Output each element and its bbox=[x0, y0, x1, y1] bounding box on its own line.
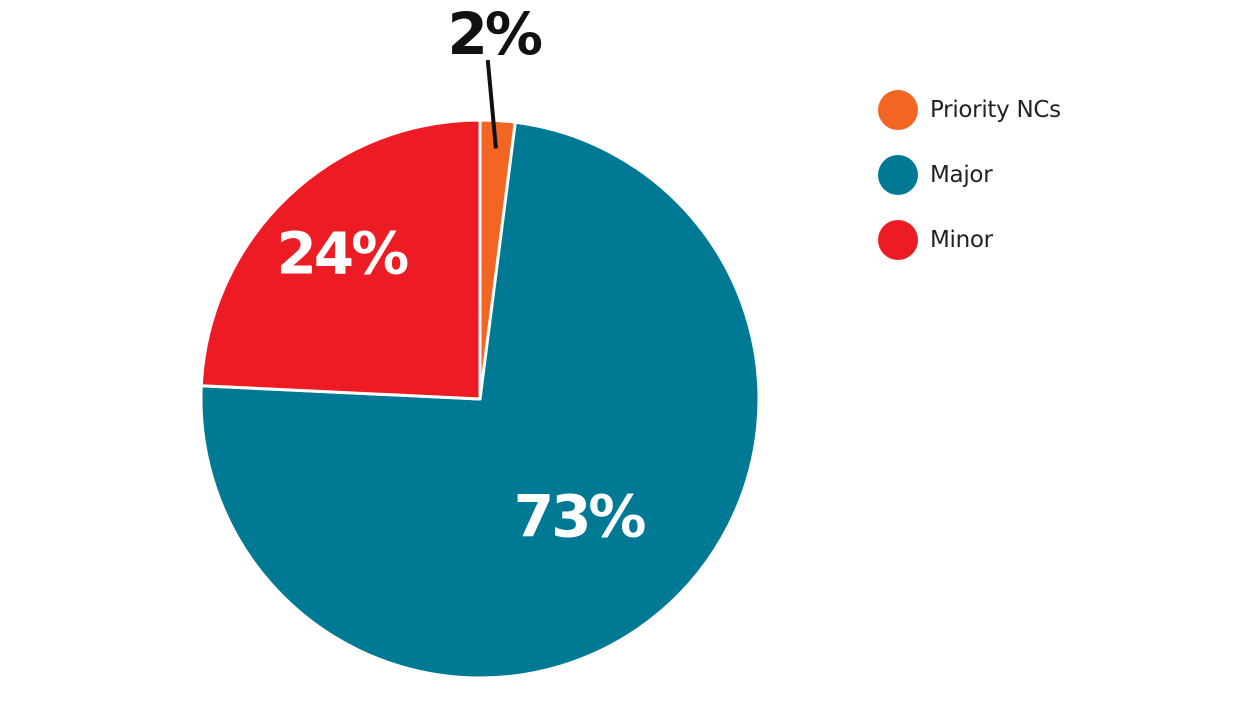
slice-label-major: 73% bbox=[514, 483, 646, 551]
legend-swatch-minor bbox=[878, 220, 918, 260]
legend-item-major: Major bbox=[878, 155, 1061, 195]
legend-item-minor: Minor bbox=[878, 220, 1061, 260]
pie-slice-minor bbox=[199, 118, 482, 401]
legend-item-priority-ncs: Priority NCs bbox=[878, 90, 1061, 130]
leader-line-priority-ncs bbox=[485, 59, 498, 149]
legend-swatch-priority-ncs bbox=[878, 90, 918, 130]
legend-label-minor: Minor bbox=[930, 227, 993, 253]
slice-label-minor: 24% bbox=[276, 220, 408, 288]
legend-swatch-major bbox=[878, 155, 918, 195]
slice-label-priority-ncs: 2% bbox=[448, 0, 542, 68]
legend: Priority NCs Major Minor bbox=[878, 90, 1061, 285]
legend-label-priority-ncs: Priority NCs bbox=[930, 97, 1061, 123]
legend-label-major: Major bbox=[930, 162, 993, 188]
